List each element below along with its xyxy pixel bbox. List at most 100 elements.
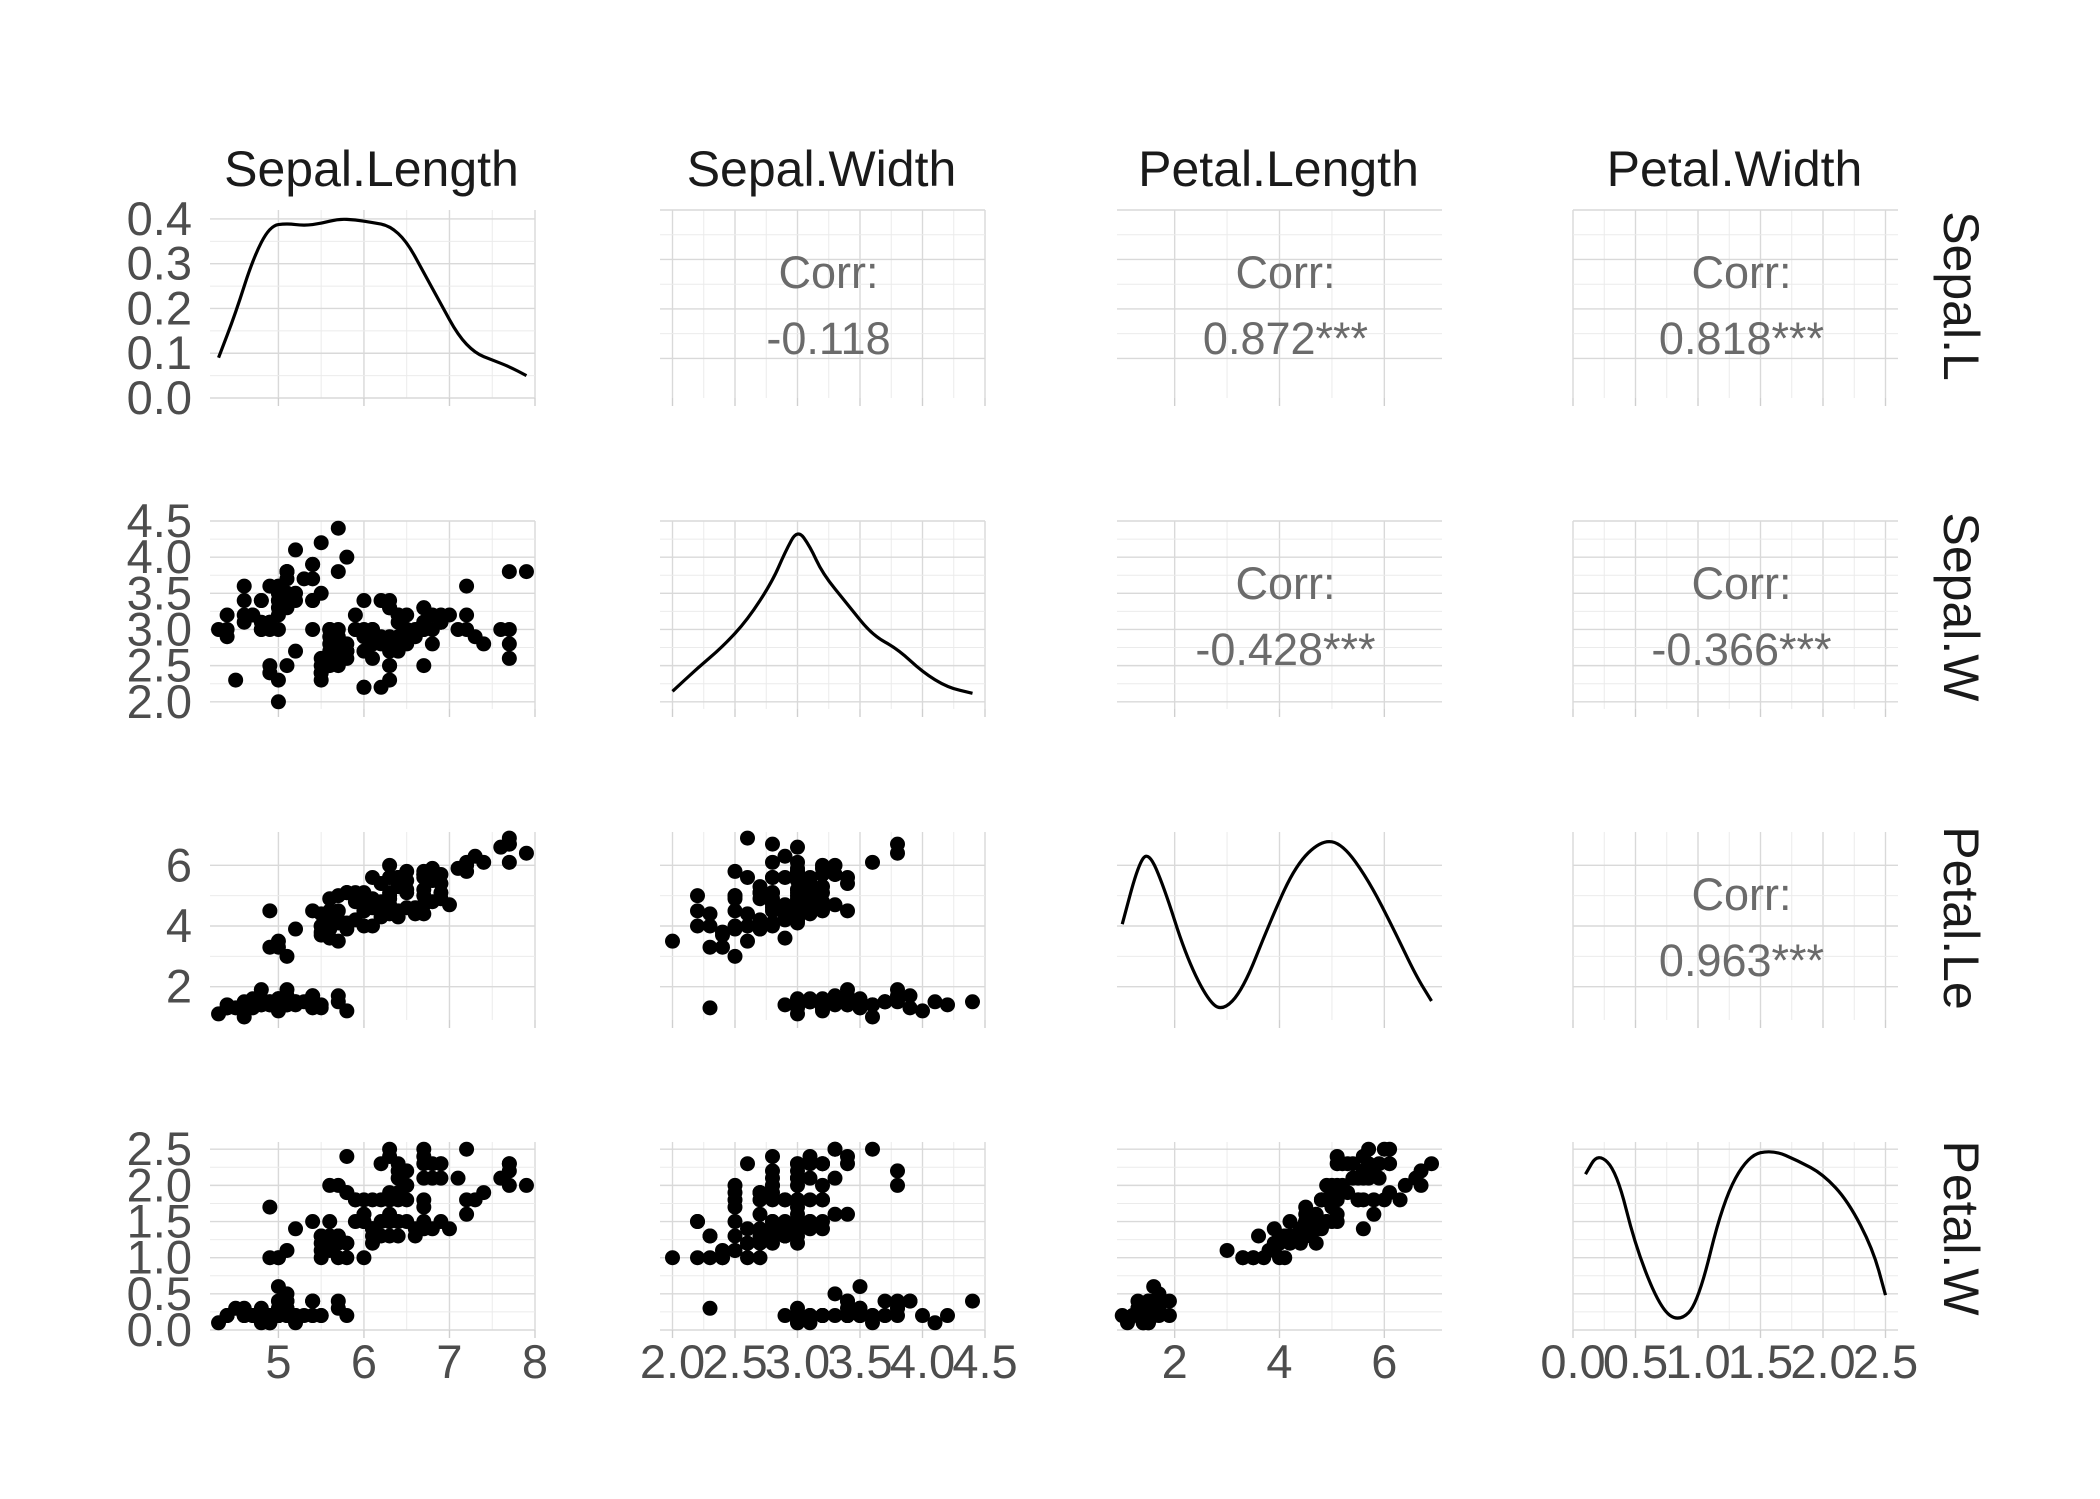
data-point (373, 876, 389, 892)
data-point (840, 903, 855, 919)
data-point (416, 882, 432, 898)
data-point (777, 1228, 793, 1244)
panel-Petal.Width-Petal.Length: 2 4 6 (1114, 1141, 1442, 1388)
data-point (347, 607, 363, 623)
column-strip-label: Petal.Length (1138, 141, 1419, 197)
data-point (476, 1185, 492, 1201)
data-point (690, 918, 705, 934)
data-point (459, 1192, 475, 1208)
data-point (501, 836, 517, 852)
data-point (356, 593, 372, 609)
data-point (313, 1308, 329, 1324)
y-tick-label: 4.0 (127, 530, 192, 583)
data-point (416, 897, 432, 913)
data-point (253, 621, 269, 637)
data-point (1361, 1141, 1377, 1157)
data-point (790, 1192, 805, 1208)
data-point (390, 1163, 406, 1179)
data-point (815, 1156, 830, 1172)
data-point (416, 1156, 432, 1172)
data-point (727, 888, 743, 904)
data-point (765, 915, 780, 931)
data-point (270, 600, 286, 616)
y-tick-label: 1.0 (127, 1231, 192, 1284)
data-point (476, 636, 492, 652)
data-point (802, 869, 818, 885)
data-point (347, 1192, 363, 1208)
data-point (840, 1156, 855, 1172)
data-point (940, 1308, 955, 1324)
x-tick-label: 1.0 (1665, 1335, 1730, 1388)
data-point (790, 1221, 805, 1237)
data-point (330, 520, 346, 536)
y-tick-label: 0.5 (127, 1267, 192, 1320)
data-point (279, 564, 295, 580)
data-point (459, 1141, 475, 1157)
data-point (296, 994, 312, 1010)
data-point (1413, 1163, 1429, 1179)
data-point (1392, 1192, 1408, 1208)
data-point (322, 1177, 338, 1193)
column-strip-label: Petal.Width (1607, 141, 1863, 197)
x-tick-label: 2.5 (1853, 1335, 1918, 1388)
data-point (518, 564, 534, 580)
data-point (382, 857, 398, 873)
x-tick-label: 4 (1266, 1335, 1292, 1388)
data-point (777, 1192, 793, 1208)
data-point (765, 869, 780, 885)
data-point (382, 658, 398, 674)
panel-Sepal.Length-Sepal.Width: Corr: -0.118 (660, 209, 986, 406)
data-point (902, 1293, 918, 1309)
data-point (399, 882, 415, 898)
data-point (296, 571, 312, 587)
y-tick-label: 0.4 (127, 192, 192, 245)
y-tick-label: 2.0 (127, 1158, 192, 1211)
data-point (740, 1250, 755, 1266)
data-point (790, 885, 805, 901)
data-point (790, 1156, 805, 1172)
y-tick-label: 0.2 (127, 281, 192, 334)
data-point (740, 1221, 755, 1237)
data-point (965, 1293, 980, 1309)
data-point (279, 1242, 295, 1258)
density-curve (217, 217, 528, 378)
data-point (665, 1250, 680, 1266)
data-point (727, 1228, 743, 1244)
data-point (1329, 1192, 1345, 1208)
x-tick-label: 0.0 (1540, 1335, 1605, 1388)
data-point (356, 1250, 372, 1266)
data-point (1114, 1308, 1130, 1324)
data-point (727, 918, 743, 934)
data-point (840, 1206, 855, 1222)
data-point (399, 1177, 415, 1193)
corr-label: Corr: (1692, 558, 1792, 609)
data-point (865, 997, 880, 1013)
data-point (890, 1177, 905, 1193)
data-point (815, 860, 830, 876)
y-tick-label: 1.5 (127, 1195, 192, 1248)
data-point (715, 927, 730, 943)
y-tick-label: 0.0 (127, 371, 192, 424)
data-point (752, 1228, 768, 1244)
data-point (740, 918, 755, 934)
data-point (690, 903, 705, 919)
data-point (1277, 1228, 1293, 1244)
data-point (1308, 1235, 1324, 1251)
data-point (840, 876, 855, 892)
y-tick-label: 0.1 (127, 326, 192, 379)
data-point (270, 1279, 286, 1295)
x-tick-label: 3.5 (827, 1335, 892, 1388)
data-point (752, 885, 768, 901)
data-point (262, 658, 278, 674)
data-point (313, 1250, 329, 1266)
data-point (365, 1221, 380, 1237)
data-point (777, 1214, 793, 1230)
data-point (840, 1293, 855, 1309)
data-point (790, 997, 805, 1013)
data-point (1355, 1221, 1371, 1237)
data-point (690, 1214, 705, 1230)
data-point (253, 1300, 269, 1316)
corr-value: 0.818*** (1659, 313, 1824, 364)
data-point (777, 909, 793, 925)
data-point (802, 897, 818, 913)
